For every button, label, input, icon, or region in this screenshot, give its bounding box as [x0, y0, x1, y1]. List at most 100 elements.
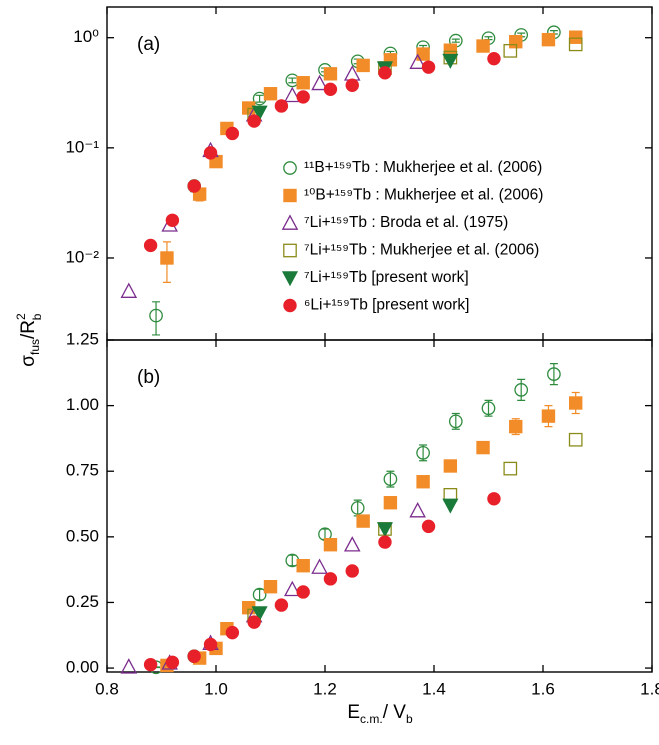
marker: [225, 625, 240, 640]
marker: [203, 637, 218, 652]
marker: [541, 409, 556, 423]
marker: [296, 76, 310, 90]
error-bar: [255, 588, 264, 601]
y-axis-label: σfus/R2 b: [14, 313, 44, 367]
marker: [409, 53, 426, 69]
marker: [187, 179, 201, 193]
marker: [296, 585, 310, 599]
marker: [345, 564, 359, 578]
legend-label: ⁷Li+¹⁵⁹Tb [present work]: [304, 269, 469, 286]
marker: [120, 282, 138, 298]
marker: [350, 501, 365, 515]
marker: [311, 558, 328, 574]
marker: [165, 655, 180, 669]
y-tick-label: 0.25: [66, 592, 99, 611]
y-tick-label: 10⁰: [73, 27, 99, 46]
legend-label: ¹⁰B+¹⁵⁹Tb : Mukherjee et al. (2006): [304, 187, 543, 204]
label-part: σ: [18, 355, 39, 367]
label-part: b: [30, 313, 44, 320]
marker: [143, 238, 158, 253]
marker: [165, 213, 180, 227]
x-tick-label: 1.6: [531, 679, 555, 698]
error-bar: [152, 301, 161, 336]
y-tick-label: 1.00: [66, 395, 99, 414]
marker: [356, 514, 370, 528]
marker: [251, 606, 268, 622]
marker: [443, 459, 458, 473]
marker: [356, 58, 370, 73]
marker: [283, 188, 297, 203]
marker: [383, 472, 398, 486]
y-tick-label: 0.75: [66, 461, 99, 480]
legend-label: ⁷Li+¹⁵⁹Tb : Broda et al. (1975): [304, 214, 508, 231]
marker: [487, 51, 501, 66]
marker: [263, 87, 278, 101]
error-bar: [288, 77, 297, 84]
y-tick-label: 0.00: [66, 658, 99, 677]
marker: [442, 498, 459, 514]
marker: [247, 114, 261, 128]
error-bar: [517, 378, 526, 401]
marker: [421, 60, 436, 74]
marker: [416, 475, 430, 489]
marker: [568, 432, 583, 447]
marker: [247, 615, 261, 629]
marker: [251, 105, 268, 121]
marker: [416, 47, 430, 61]
marker: [203, 146, 218, 160]
legend-label: ⁷Li+¹⁵⁹Tb : Mukherjee et al. (2006): [304, 242, 539, 259]
label-part: E: [347, 702, 360, 723]
marker: [274, 598, 289, 612]
error-bar: [484, 36, 493, 41]
label-part: b: [406, 712, 413, 726]
panel-label: (a): [137, 34, 160, 55]
legend-label: ¹¹B+¹⁵⁹Tb : Mukherjee et al. (2006): [304, 159, 542, 176]
error-bar: [451, 412, 460, 430]
marker: [343, 536, 361, 552]
marker: [421, 519, 436, 534]
marker: [503, 461, 518, 476]
marker: [274, 99, 289, 113]
marker: [416, 446, 430, 460]
label-part: c.m.: [360, 712, 383, 726]
error-bar: [321, 528, 329, 541]
marker: [476, 39, 490, 53]
error-bar: [419, 444, 428, 462]
marker: [323, 538, 338, 552]
x-tick-label: 1.0: [204, 679, 228, 698]
marker: [376, 522, 393, 538]
marker: [323, 82, 338, 97]
marker: [143, 657, 158, 672]
marker: [323, 572, 338, 586]
x-tick-label: 1.4: [422, 679, 446, 698]
marker: [281, 214, 299, 230]
marker: [283, 298, 297, 313]
marker: [263, 580, 278, 594]
marker: [281, 271, 299, 287]
marker: [487, 492, 501, 506]
x-tick-label: 1.2: [313, 679, 337, 698]
y-tick-label: 0.50: [66, 526, 99, 545]
error-bar: [484, 399, 493, 417]
marker: [323, 67, 338, 81]
marker: [378, 535, 392, 549]
error-bar: [288, 554, 297, 567]
marker: [252, 587, 267, 602]
marker: [378, 66, 392, 80]
marker: [160, 251, 174, 265]
panel-label: (b): [137, 367, 160, 388]
marker: [503, 43, 518, 58]
marker: [296, 559, 310, 573]
marker: [476, 440, 490, 455]
marker: [569, 30, 583, 44]
marker: [296, 90, 310, 104]
marker: [284, 580, 301, 597]
marker: [509, 34, 523, 49]
label-part: 2: [14, 313, 28, 320]
x-axis-label: Ec.m./ Vb: [347, 702, 413, 726]
error-bar: [255, 94, 264, 103]
error-bar: [549, 363, 558, 386]
error-bar: [386, 470, 395, 488]
marker: [120, 658, 138, 674]
